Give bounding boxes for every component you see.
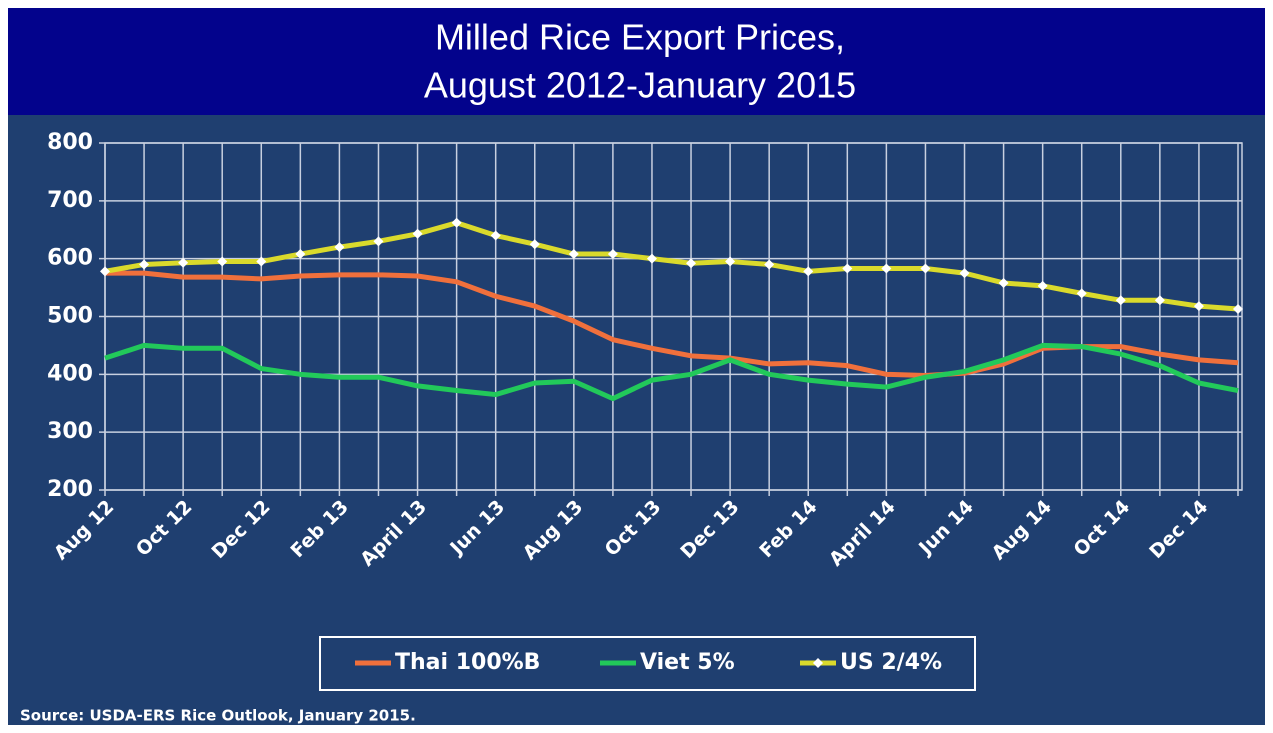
point-marker (607, 249, 618, 260)
point-marker (1193, 301, 1204, 312)
point-marker (686, 258, 697, 269)
point-marker (256, 256, 267, 267)
point-marker (217, 256, 228, 267)
legend-box (319, 636, 976, 691)
point-marker (959, 268, 970, 279)
chart-title: August 2012-January 2015 (424, 65, 856, 106)
y-tick-label: 300 (47, 419, 93, 444)
point-marker (334, 242, 345, 253)
chart-title: Milled Rice Export Prices, (435, 17, 845, 58)
point-marker (803, 266, 814, 277)
point-marker (178, 257, 189, 268)
title-band (8, 8, 1265, 115)
point-marker (451, 217, 462, 228)
point-marker (295, 249, 306, 260)
point-marker (725, 256, 736, 267)
legend-label: Viet 5% (640, 650, 735, 675)
point-marker (529, 239, 540, 250)
y-tick-label: 700 (47, 188, 93, 213)
y-tick-label: 800 (47, 130, 93, 155)
legend-marker (813, 658, 823, 668)
point-marker (920, 263, 931, 274)
point-marker (1154, 295, 1165, 306)
y-tick-label: 500 (47, 304, 93, 329)
point-marker (646, 253, 657, 264)
point-marker (764, 259, 775, 270)
point-marker (1115, 295, 1126, 306)
point-marker (412, 228, 423, 239)
point-marker (139, 259, 150, 270)
point-marker (998, 277, 1009, 288)
point-marker (373, 236, 384, 247)
point-marker (1037, 280, 1048, 291)
legend-label: US 2/4% (840, 650, 942, 675)
y-tick-label: 400 (47, 361, 93, 386)
source: Source: USDA-ERS Rice Outlook, January 2… (20, 707, 416, 725)
y-tick-label: 600 (47, 246, 93, 271)
point-marker (1233, 303, 1243, 314)
point-marker (490, 230, 501, 241)
y-tick-label: 200 (47, 477, 93, 502)
background (8, 8, 1265, 725)
series-line (104, 342, 1239, 402)
legend-label: Thai 100%B (395, 650, 540, 675)
series-line (104, 220, 1239, 312)
point-marker (568, 249, 579, 260)
point-marker (1076, 288, 1087, 299)
point-marker (842, 263, 853, 274)
point-marker (881, 263, 892, 274)
point-marker (100, 266, 110, 277)
